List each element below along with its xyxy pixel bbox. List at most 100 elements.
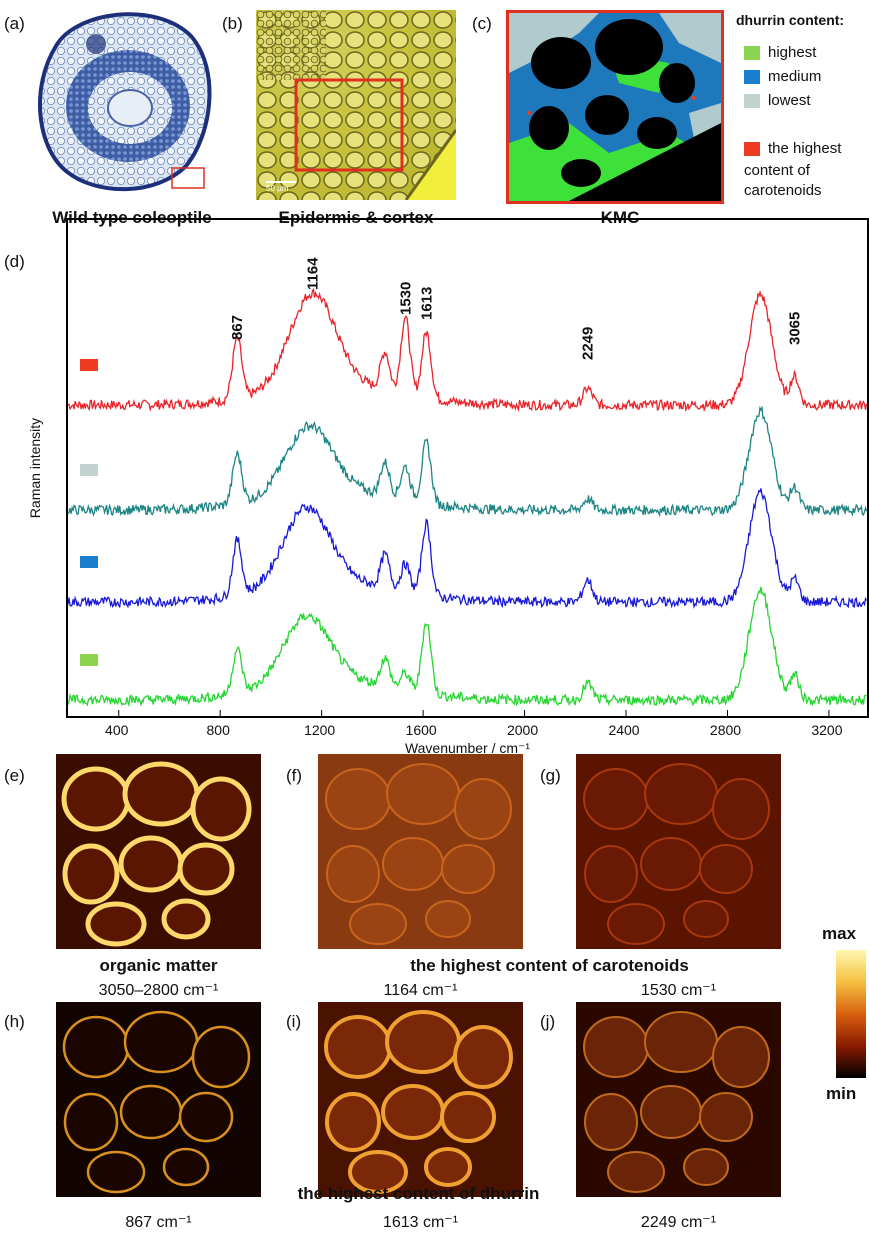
map-h-texture [56,1002,261,1197]
map-h-cell-5 [178,1091,234,1143]
map-f-cell-0 [325,768,391,830]
range-i: 1613 cm⁻¹ [382,1214,459,1231]
colorbar [836,950,866,1078]
legend-swatch-carotenoids [744,142,760,156]
map-f-cell-2 [454,778,512,840]
map-j-cell-6 [607,1151,665,1193]
map-i-cell-0 [324,1015,392,1079]
series-marker-1 [80,359,98,371]
map-i-cell-1 [385,1010,461,1074]
map-f-cell-3 [326,845,380,903]
legend-label-carotenoids-3: carotenoids [744,182,822,199]
map-1613 [318,1002,523,1197]
panel-label-i: (i) [286,1012,302,1031]
legend-swatch-highest [744,46,760,60]
peak-label-1530: 1530 [397,282,414,315]
map-i-cell-2 [453,1025,513,1089]
map-2249 [576,1002,781,1197]
range-h: 867 cm⁻¹ [125,1214,192,1231]
caption-fg: the highest content of carotenoids [410,956,689,975]
map-g-cell-3 [584,845,638,903]
kmc-map [506,10,724,204]
range-g: 1530 cm⁻¹ [640,982,717,999]
panel-label-d: (d) [4,252,25,271]
x-tick-row: 400 800 1200 1600 2000 2400 2800 3200 [66,720,869,740]
legend-label-lowest: lowest [768,92,811,109]
map-i-cell-7 [424,1147,472,1187]
map-f-cell-7 [425,900,471,938]
panel-label-a: (a) [4,14,25,33]
panel-label-b: (b) [222,14,243,33]
x-axis-label: Wavenumber / cm⁻¹ [404,740,531,756]
map-e-cell-6 [85,901,147,947]
map-h-cell-1 [123,1010,199,1074]
coleoptile-image [26,6,216,196]
map-i-cell-3 [325,1092,381,1152]
series-marker-3 [80,556,98,568]
x-tick-label-400: 400 [105,722,129,738]
map-h-cell-2 [191,1025,251,1089]
spectrum-line-4 [67,586,867,708]
map-j-cell-5 [699,1092,753,1142]
map-j-texture [576,1002,781,1197]
peak-label-1613: 1613 [418,287,435,320]
x-tick-label-3200: 3200 [811,722,843,738]
map-e-cell-1 [122,761,200,827]
panel-label-g: (g) [540,766,561,785]
x-tick-label-2400: 2400 [608,722,640,738]
map-e-cell-7 [161,898,211,940]
map-f-cell-6 [349,903,407,945]
panel-label-h: (h) [4,1012,25,1031]
peak-label-2249: 2249 [580,327,597,360]
map-h-cell-6 [86,1150,146,1194]
peak-label-3065: 3065 [787,312,804,345]
map-f-cell-1 [386,763,460,825]
map-h-cell-4 [119,1084,183,1140]
legend-swatch-medium [744,70,760,84]
map-g-cell-6 [607,903,665,945]
map-e-cell-3 [62,843,120,905]
series-marker-2 [80,464,98,476]
map-1530 [576,754,781,949]
map-e-cell-2 [190,776,252,842]
y-axis-label: Raman intensity [27,417,43,519]
map-h-cell-3 [63,1092,119,1152]
panel-label-j: (j) [540,1012,556,1031]
legend-label-carotenoids-2: content of [744,162,810,179]
legend-label-medium: medium [768,68,822,85]
map-e-cell-0 [61,766,131,832]
map-e-cell-4 [118,835,184,893]
map-g-cell-7 [683,900,729,938]
legend-label-carotenoids-1: the highest [768,140,842,157]
x-tick-label-1600: 1600 [405,722,437,738]
map-j-cell-4 [640,1085,702,1139]
panel-label-e: (e) [4,766,25,785]
range-e: 3050–2800 cm⁻¹ [98,982,219,999]
map-g-cell-2 [712,778,770,840]
peak-label-1164: 1164 [305,257,322,290]
caption-b: Epidermis & cortex [278,208,434,227]
y-axis-label-wrap: Raman intensity [20,350,44,590]
epidermis-micrograph: 50 µm [256,10,456,200]
map-j-cell-1 [644,1011,718,1073]
legend-title: dhurrin content: [736,12,845,28]
map-g-cell-1 [644,763,718,825]
legend-swatch-lowest [744,94,760,108]
map-j-cell-7 [683,1148,729,1186]
map-j-cell-2 [712,1026,770,1088]
peak-label-867: 867 [229,315,246,340]
map-867 [56,1002,261,1197]
map-i-cell-6 [348,1150,408,1194]
caption-a: Wild type coleoptile [52,208,212,227]
caption-hij: the highest content of dhurrin [297,1184,540,1203]
range-j: 2249 cm⁻¹ [640,1214,717,1231]
colorbar-max-label: max [822,924,857,943]
map-f-cell-5 [441,844,495,894]
spectrum-line-2 [67,405,868,518]
panel-label-f: (f) [286,766,303,785]
map-h-cell-7 [162,1147,210,1187]
map-f-cell-4 [382,837,444,891]
colorbar-min-label: min [826,1084,857,1103]
map-e-texture [56,754,261,949]
map-i-cell-5 [440,1091,496,1143]
